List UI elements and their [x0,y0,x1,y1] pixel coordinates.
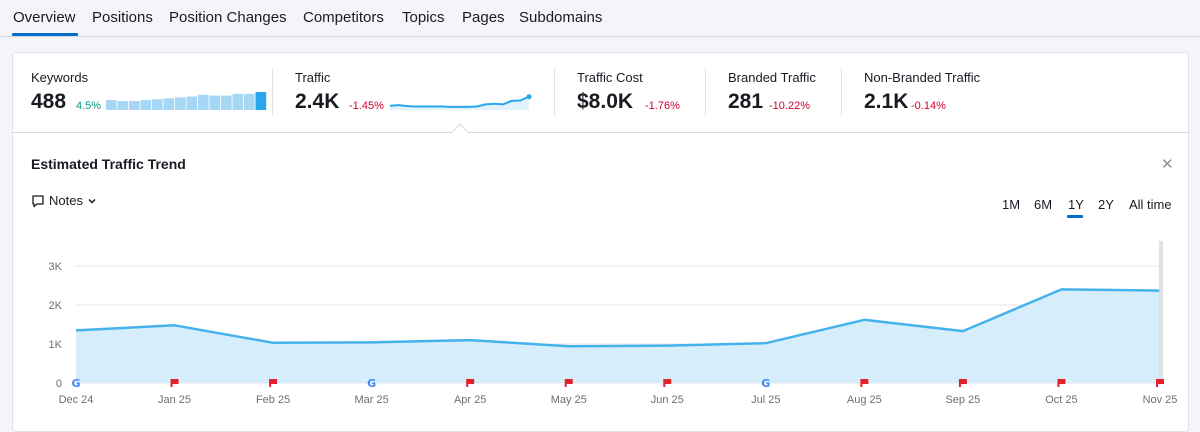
traffic-value: 2.4K [295,90,340,113]
keywords-delta: 4.5% [76,100,102,112]
tab-overview[interactable]: Overview [13,9,76,26]
flag-icon[interactable] [170,379,179,387]
x-tick-label: Jan 25 [158,394,191,406]
x-tick-label: May 25 [551,394,587,406]
flag-icon[interactable] [663,379,672,387]
keywords-spark-bar [140,100,152,110]
notes-label: Notes [49,193,83,208]
non-branded-delta: -0.14% [911,100,946,112]
range-all-time[interactable]: All time [1129,197,1172,212]
keywords-spark-bar [129,101,140,110]
traffic-line [75,288,1161,348]
flag-icon[interactable] [466,379,475,387]
traffic-cost-value: $8.0K [577,90,634,113]
traffic-cost-label: Traffic Cost [577,70,643,85]
tab-competitors[interactable]: Competitors [303,9,384,26]
keywords-label: Keywords [31,70,89,85]
x-tick-label: Sep 25 [945,394,980,406]
tab-subdomains[interactable]: Subdomains [519,9,603,26]
non-branded-value: 2.1K [864,90,909,113]
metric-traffic-cost[interactable]: Traffic Cost $8.0K -1.76% [577,70,680,113]
comment-icon [32,194,44,207]
overview-card: Keywords 488 4.5% Traffic 2.4K -1.45% Tr… [12,52,1190,432]
notes-dropdown[interactable]: Notes [31,193,97,208]
google-update-icon[interactable]: G [71,377,80,390]
chevron-down-icon [88,198,96,204]
traffic-area [76,289,1160,383]
google-update-icon[interactable]: G [761,377,770,390]
keywords-spark-bar [117,101,129,110]
divider [554,68,555,116]
keywords-spark-bar [175,97,186,110]
keywords-spark-bar [106,100,117,110]
keywords-spark-bar [152,99,163,110]
flag-icon[interactable] [1156,379,1164,387]
divider [272,68,273,116]
divider [705,68,706,116]
keywords-value: 488 [31,90,67,113]
x-tick-label: Dec 24 [59,394,94,406]
flag-icon[interactable] [1057,379,1066,387]
x-tick-label: Feb 25 [256,394,290,406]
metrics-row: Keywords 488 4.5% Traffic 2.4K -1.45% Tr… [13,53,1190,133]
metric-non-branded-traffic[interactable]: Non-Branded Traffic 2.1K -0.14% [864,70,981,113]
x-tick-label: Mar 25 [355,394,389,406]
metric-keywords[interactable]: Keywords 488 4.5% [31,70,101,113]
x-tick-label: Jul 25 [751,394,780,406]
keywords-spark-bar [255,92,267,110]
traffic-delta: -1.45% [349,100,384,112]
y-tick-label: 3K [49,261,63,273]
traffic-trend-chart: 0 1K 2K 3K G Dec 24 Jan 25 Feb 25 G Mar 25 Apr 25 M… [49,92,1178,406]
flag-icon[interactable] [860,379,869,387]
flag-icon[interactable] [269,379,278,387]
y-tick-label: 1K [49,339,63,351]
google-update-icon[interactable]: G [367,377,376,390]
metric-branded-traffic[interactable]: Branded Traffic 281 -10.22% [728,70,816,113]
x-tick-label: Jun 25 [651,394,684,406]
divider [841,68,842,116]
keywords-spark-bar [221,95,232,110]
close-icon[interactable]: ✕ [1161,156,1174,173]
flag-icon[interactable] [564,379,573,387]
flag-icon[interactable] [958,379,967,387]
keywords-spark-bar [209,95,221,110]
range-2y[interactable]: 2Y [1098,197,1114,212]
tab-pages[interactable]: Pages [462,9,505,26]
traffic-sparkline-end-dot [526,94,532,100]
non-branded-label: Non-Branded Traffic [864,70,981,85]
x-tick-label: Oct 25 [1045,394,1077,406]
range-6m[interactable]: 6M [1034,197,1053,212]
keywords-spark-bar [198,94,209,110]
branded-delta: -10.22% [769,100,810,112]
x-tick-label: Aug 25 [847,394,882,406]
keywords-spark-bar [163,98,175,110]
tabs-bar: Overview Positions Position Changes Comp… [0,0,1200,37]
section-title: Estimated Traffic Trend [31,156,186,172]
branded-value: 281 [728,90,764,113]
tab-position-changes[interactable]: Position Changes [169,9,287,26]
keywords-spark-bar [186,96,198,110]
y-tick-label: 2K [49,300,63,312]
keywords-spark-bar [232,93,244,110]
range-1m[interactable]: 1M [1002,197,1021,212]
tab-positions[interactable]: Positions [92,9,153,26]
hover-cursor [1159,241,1163,383]
y-tick-label: 0 [56,378,62,390]
keywords-spark-bar [244,93,255,110]
tab-topics[interactable]: Topics [402,9,445,26]
traffic-sparkline [389,95,530,108]
x-tick-label: Apr 25 [454,394,486,406]
selected-range-indicator [1067,215,1083,218]
branded-label: Branded Traffic [728,70,816,85]
traffic-cost-delta: -1.76% [645,100,680,112]
range-1y[interactable]: 1Y [1068,197,1084,212]
x-tick-label: Nov 25 [1143,394,1178,406]
traffic-label: Traffic [295,70,331,85]
metric-traffic[interactable]: Traffic 2.4K -1.45% [295,70,384,113]
keywords-sparkbars [106,92,267,110]
active-tab-indicator [12,33,78,36]
